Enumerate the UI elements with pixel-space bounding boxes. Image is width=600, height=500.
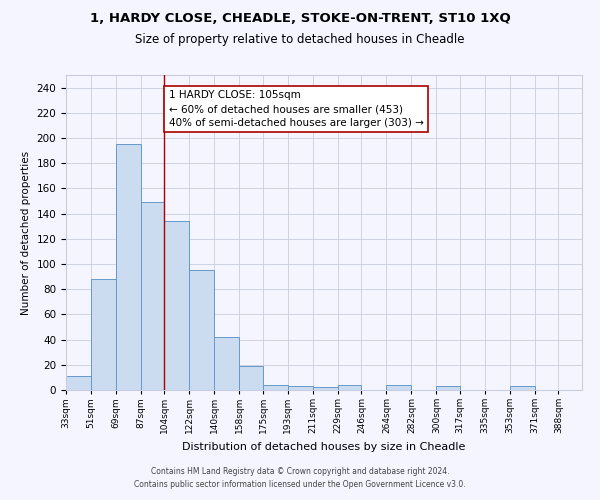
Bar xyxy=(288,386,313,390)
Bar xyxy=(510,386,535,390)
Y-axis label: Number of detached properties: Number of detached properties xyxy=(21,150,31,314)
Bar xyxy=(338,385,361,390)
Bar xyxy=(313,388,338,390)
Bar xyxy=(141,202,164,390)
Bar xyxy=(116,144,141,390)
Bar xyxy=(436,386,460,390)
Bar xyxy=(214,337,239,390)
Text: Contains HM Land Registry data © Crown copyright and database right 2024.: Contains HM Land Registry data © Crown c… xyxy=(151,467,449,476)
Bar xyxy=(91,279,116,390)
Bar xyxy=(164,221,190,390)
Bar xyxy=(263,385,288,390)
Text: 1 HARDY CLOSE: 105sqm
← 60% of detached houses are smaller (453)
40% of semi-det: 1 HARDY CLOSE: 105sqm ← 60% of detached … xyxy=(169,90,424,128)
Bar xyxy=(386,385,412,390)
Bar xyxy=(190,270,214,390)
Bar xyxy=(66,376,91,390)
Text: 1, HARDY CLOSE, CHEADLE, STOKE-ON-TRENT, ST10 1XQ: 1, HARDY CLOSE, CHEADLE, STOKE-ON-TRENT,… xyxy=(89,12,511,26)
Text: Contains public sector information licensed under the Open Government Licence v3: Contains public sector information licen… xyxy=(134,480,466,489)
Text: Size of property relative to detached houses in Cheadle: Size of property relative to detached ho… xyxy=(135,32,465,46)
X-axis label: Distribution of detached houses by size in Cheadle: Distribution of detached houses by size … xyxy=(182,442,466,452)
Bar xyxy=(239,366,263,390)
